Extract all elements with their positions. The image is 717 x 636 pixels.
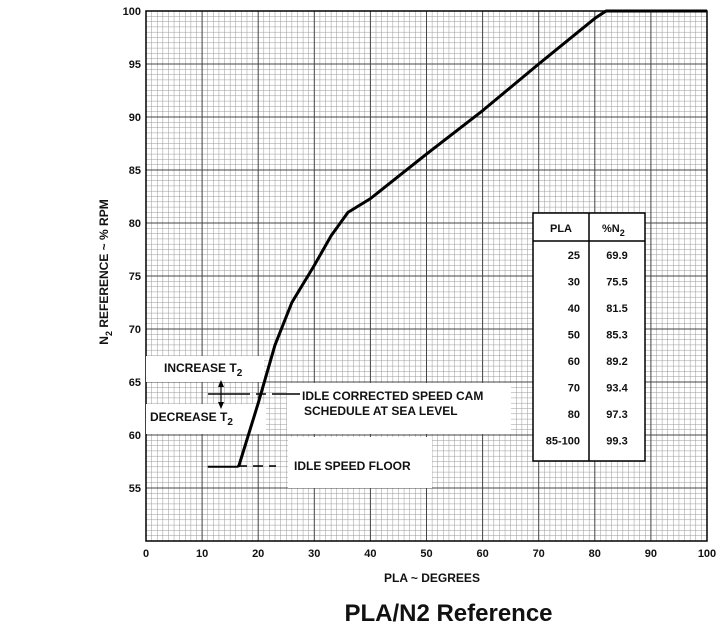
floor-box: [288, 437, 432, 488]
table-cell-n2: 75.5: [606, 277, 627, 289]
y-tick-label: 75: [129, 271, 141, 283]
page-title: PLA/N2 Reference: [344, 600, 553, 627]
table-cell-pla: 50: [568, 330, 580, 342]
x-axis-label: PLA ~ DEGREES: [384, 571, 480, 585]
decrease-box: [146, 404, 266, 434]
y-tick-label: 85: [129, 165, 141, 177]
table-rows: 25 69.9 30 75.5 40 81.5 50 85.3 60 89.2 70 93.4 80 97…: [546, 250, 629, 448]
table-cell-pla: 40: [568, 303, 580, 315]
floor-label: IDLE SPEED FLOOR: [294, 459, 411, 473]
table-cell-pla: 60: [568, 356, 580, 368]
table-cell-n2: 89.2: [606, 356, 627, 368]
x-tick-label: 30: [308, 548, 320, 560]
y-tick-label: 80: [129, 218, 141, 230]
table-cell-n2: 97.3: [606, 409, 627, 421]
x-tick-label: 90: [645, 548, 657, 560]
pla-n2-chart: 0 10 20 30 40 50 60 70 80 90 100 55 60 65 70 75 80 85 90 9…: [97, 6, 716, 585]
x-tick-labels: 0 10 20 30 40 50 60 70 80 90 100: [143, 548, 716, 560]
x-tick-label: 0: [143, 548, 149, 560]
increase-box: [146, 356, 264, 382]
t2-arrow-up-icon: [218, 380, 224, 387]
table-cell-pla: 70: [568, 383, 580, 395]
table-cell-n2: 85.3: [606, 330, 627, 342]
y-tick-label: 90: [129, 112, 141, 124]
table-cell-n2: 99.3: [606, 436, 627, 448]
table-cell-pla: 30: [568, 277, 580, 289]
cam-box: [287, 383, 511, 434]
cam-label-line2: SCHEDULE AT SEA LEVEL: [304, 404, 458, 418]
x-tick-label: 20: [252, 548, 264, 560]
decrease-label: DECREASE T2: [150, 410, 233, 428]
table-cell-n2: 81.5: [606, 303, 627, 315]
table-header-pla: PLA: [550, 223, 572, 235]
table-header-n2: %N2: [602, 223, 625, 238]
x-tick-label: 100: [698, 548, 716, 560]
table-cell-pla: 85-100: [546, 436, 580, 448]
increase-label: INCREASE T2: [164, 361, 243, 379]
table-cell-n2: 93.4: [606, 383, 628, 395]
table-cell-pla: 80: [568, 409, 580, 421]
x-tick-label: 10: [196, 548, 208, 560]
x-tick-label: 80: [589, 548, 601, 560]
y-tick-label: 70: [129, 324, 141, 336]
x-tick-label: 60: [476, 548, 488, 560]
y-tick-label: 60: [129, 430, 141, 442]
x-tick-label: 50: [420, 548, 432, 560]
x-tick-label: 70: [533, 548, 545, 560]
table-cell-n2: 69.9: [606, 250, 627, 262]
cam-label-line1: IDLE CORRECTED SPEED CAM: [302, 389, 483, 403]
y-tick-label: 100: [123, 6, 141, 18]
y-tick-label: 95: [129, 59, 141, 71]
y-tick-label: 55: [129, 483, 141, 495]
y-tick-labels: 55 60 65 70 75 80 85 90 95 100: [123, 6, 141, 495]
y-tick-label: 65: [129, 377, 141, 389]
plot-frame: [145, 10, 708, 542]
y-axis-label: N2 REFERENCE ~ % RPM: [97, 199, 114, 344]
table-cell-pla: 25: [568, 250, 580, 262]
x-tick-label: 40: [364, 548, 376, 560]
t2-arrow-down-icon: [218, 402, 224, 409]
n2-reference-curve: [237, 9, 707, 468]
